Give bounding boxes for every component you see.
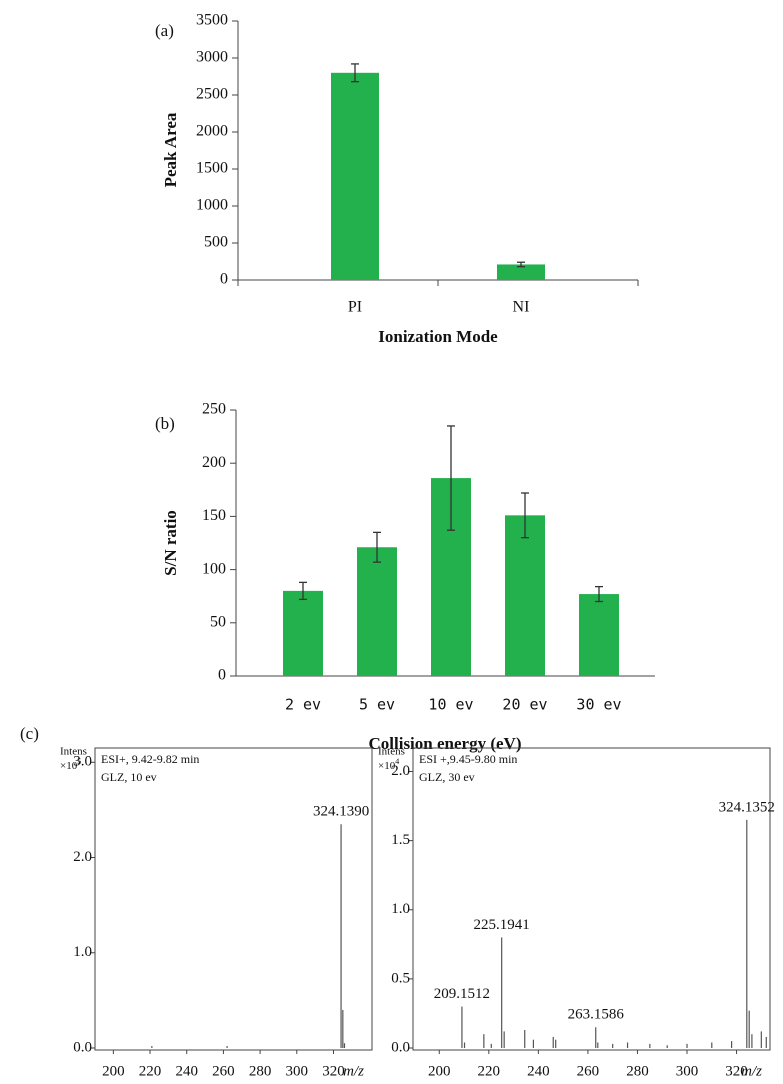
peak-label: 209.1512 xyxy=(434,986,490,1002)
x-tick-label: PI xyxy=(348,299,362,316)
y-axis-label: Intens xyxy=(60,746,87,758)
x-axis-label: m/z xyxy=(343,1063,364,1079)
x-tick-label: 300 xyxy=(286,1063,309,1079)
y-tick-label: 2.0 xyxy=(73,849,92,865)
plot-frame xyxy=(412,747,771,1051)
panel-label: (b) xyxy=(155,414,175,433)
y-tick-label: 250 xyxy=(202,401,226,418)
y-axis-label: Intens xyxy=(378,746,405,758)
y-multiplier: ×104 xyxy=(378,757,399,772)
y-tick-label: 0 xyxy=(218,667,226,684)
y-exponent: 4 xyxy=(395,757,399,766)
y-tick-label: 3500 xyxy=(196,12,228,29)
y-tick-label: 2.0 xyxy=(391,763,410,779)
bar xyxy=(357,547,397,676)
x-tick-label: 260 xyxy=(577,1063,600,1079)
peak-label: 324.1390 xyxy=(313,804,369,820)
y-multiplier-base: ×10 xyxy=(60,760,78,772)
x-tick-label: 2 ev xyxy=(285,696,321,714)
x-tick-label: 280 xyxy=(249,1063,272,1079)
x-tick-label: 320 xyxy=(322,1063,345,1079)
peak-label: 263.1586 xyxy=(568,1007,625,1023)
x-tick-label: 280 xyxy=(626,1063,649,1079)
peak-label: 324.1352 xyxy=(719,799,775,815)
x-tick-label: 220 xyxy=(478,1063,501,1079)
bar xyxy=(283,590,323,676)
x-tick-label: 10 ev xyxy=(428,696,473,714)
x-tick-label: 20 ev xyxy=(502,696,547,714)
x-tick-label: 320 xyxy=(725,1063,748,1079)
y-tick-label: 3000 xyxy=(196,49,228,66)
y-exponent: 5 xyxy=(77,757,81,766)
x-tick-label: NI xyxy=(513,299,530,316)
panel-label: (c) xyxy=(20,724,39,743)
bar xyxy=(579,594,619,676)
y-tick-label: 0.0 xyxy=(391,1039,410,1055)
y-tick-label: 2500 xyxy=(196,86,228,103)
y-tick-label: 0.0 xyxy=(73,1039,92,1055)
y-tick-label: 1500 xyxy=(196,160,228,177)
x-tick-label: 240 xyxy=(527,1063,550,1079)
y-axis-label: Peak Area xyxy=(161,112,180,187)
bar xyxy=(331,72,379,280)
plot-frame xyxy=(94,747,373,1051)
x-tick-label: 260 xyxy=(212,1063,235,1079)
x-axis-label: m/z xyxy=(741,1063,762,1079)
x-tick-label: 200 xyxy=(428,1063,451,1079)
y-tick-label: 3.0 xyxy=(73,754,92,770)
x-tick-label: 30 ev xyxy=(576,696,621,714)
x-tick-label: 200 xyxy=(102,1063,125,1079)
spectrum-info: ESI+, 9.42-9.82 min xyxy=(101,752,199,766)
x-tick-label: 240 xyxy=(175,1063,198,1079)
spectrum-info: GLZ, 10 ev xyxy=(101,770,157,784)
bar xyxy=(505,515,545,676)
panel-label: (a) xyxy=(155,21,174,40)
y-axis-label: S/N ratio xyxy=(161,510,180,576)
y-tick-label: 2000 xyxy=(196,123,228,140)
y-tick-label: 100 xyxy=(202,560,226,577)
y-tick-label: 1.5 xyxy=(391,832,410,848)
bar xyxy=(497,264,545,280)
spectrum-info: ESI +,9.45-9.80 min xyxy=(419,752,517,766)
y-tick-label: 0 xyxy=(220,271,228,288)
y-tick-label: 50 xyxy=(210,613,226,630)
y-multiplier-base: ×10 xyxy=(378,760,396,772)
spectrum-info: GLZ, 30 ev xyxy=(419,770,475,784)
y-tick-label: 0.5 xyxy=(391,970,410,986)
x-tick-label: 220 xyxy=(139,1063,162,1079)
x-tick-label: 5 ev xyxy=(359,696,395,714)
x-axis-label: Ionization Mode xyxy=(378,327,498,346)
y-tick-label: 1000 xyxy=(196,197,228,214)
y-multiplier: ×105 xyxy=(60,757,81,772)
y-tick-label: 500 xyxy=(204,234,228,251)
y-tick-label: 200 xyxy=(202,454,226,471)
y-tick-label: 150 xyxy=(202,507,226,524)
y-tick-label: 1.0 xyxy=(73,944,92,960)
peak-label: 225.1941 xyxy=(474,917,530,933)
x-tick-label: 300 xyxy=(676,1063,699,1079)
y-tick-label: 1.0 xyxy=(391,901,410,917)
